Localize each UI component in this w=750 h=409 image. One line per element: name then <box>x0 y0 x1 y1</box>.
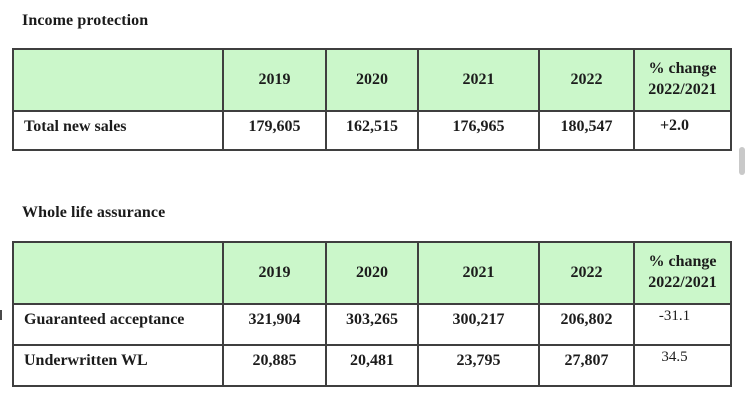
row-label: Underwritten WL <box>12 344 224 387</box>
value-2020: 20,481 <box>325 344 419 387</box>
header-year-2019: 2019 <box>222 48 327 112</box>
header-empty-cell <box>12 48 224 112</box>
header-pct-change: % change 2022/2021 <box>633 241 732 305</box>
header-year-2021: 2021 <box>417 48 540 112</box>
value-pct-change: 34.5 <box>633 344 732 387</box>
section-title-income-protection: Income protection <box>22 12 149 29</box>
table-row-total-new-sales: Total new sales 179,605 162,515 176,965 … <box>12 110 732 151</box>
value-2020: 303,265 <box>325 303 419 346</box>
left-edge-artifact <box>0 310 2 320</box>
pct-change-label-line1: % change <box>648 253 717 270</box>
header-pct-change: % change 2022/2021 <box>633 48 732 112</box>
table-row-guaranteed-acceptance: Guaranteed acceptance 321,904 303,265 30… <box>12 303 732 346</box>
value-2021: 23,795 <box>417 344 540 387</box>
value-pct-change: +2.0 <box>633 110 732 151</box>
header-year-2022: 2022 <box>538 48 635 112</box>
table-header-row: 2019 2020 2021 2022 % change 2022/2021 <box>12 48 732 112</box>
header-empty-cell <box>12 241 224 305</box>
value-pct-change: -31.1 <box>633 303 732 346</box>
header-year-2022: 2022 <box>538 241 635 305</box>
table-header-row: 2019 2020 2021 2022 % change 2022/2021 <box>12 241 732 305</box>
table-row-underwritten-wl: Underwritten WL 20,885 20,481 23,795 27,… <box>12 344 732 387</box>
header-year-2020: 2020 <box>325 241 419 305</box>
value-2020: 162,515 <box>325 110 419 151</box>
section-title-whole-life-assurance: Whole life assurance <box>22 204 166 221</box>
value-2022: 180,547 <box>538 110 635 151</box>
income-protection-table: 2019 2020 2021 2022 % change 2022/2021 T… <box>12 48 732 151</box>
pct-change-label-line1: % change <box>648 60 717 77</box>
value-2022: 206,802 <box>538 303 635 346</box>
row-label: Guaranteed acceptance <box>12 303 224 346</box>
row-label: Total new sales <box>12 110 224 151</box>
value-2022: 27,807 <box>538 344 635 387</box>
whole-life-assurance-table: 2019 2020 2021 2022 % change 2022/2021 G… <box>12 241 732 387</box>
scrollbar-thumb[interactable] <box>739 147 745 175</box>
header-year-2021: 2021 <box>417 241 540 305</box>
header-year-2020: 2020 <box>325 48 419 112</box>
value-2019: 321,904 <box>222 303 327 346</box>
pct-change-label-line2: 2022/2021 <box>648 274 717 291</box>
value-2019: 179,605 <box>222 110 327 151</box>
pct-change-label-line2: 2022/2021 <box>648 81 717 98</box>
value-2021: 176,965 <box>417 110 540 151</box>
value-2021: 300,217 <box>417 303 540 346</box>
header-year-2019: 2019 <box>222 241 327 305</box>
value-2019: 20,885 <box>222 344 327 387</box>
